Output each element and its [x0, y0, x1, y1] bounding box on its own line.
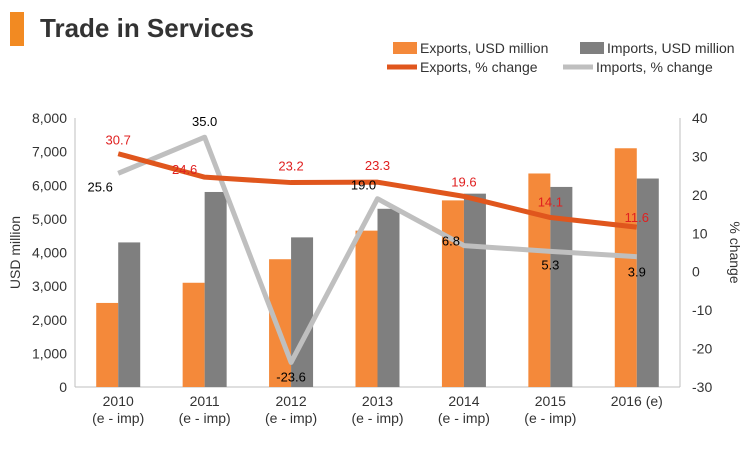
- x-tick-label: 2013: [362, 393, 393, 409]
- y2-tick-label: 40: [692, 110, 708, 126]
- y2-axis-title: % change: [727, 221, 743, 283]
- y-axis-title: USD million: [7, 216, 23, 289]
- y-tick-label: 6,000: [32, 177, 67, 193]
- imports-bar: [377, 208, 400, 387]
- bars: [96, 148, 659, 387]
- legend: Exports, USD million Imports, USD million…: [387, 40, 735, 75]
- y2-tick-label: 10: [692, 225, 708, 241]
- imports-bar: [463, 193, 486, 387]
- legend-exports-pct-label: Exports, % change: [420, 59, 538, 75]
- x-tick-label: 2010: [103, 393, 134, 409]
- axes: 0 1,000 2,000 3,000 4,000 5,000 6,000 7,000 8,00…: [7, 110, 743, 426]
- exports-bar: [182, 282, 205, 387]
- x-tick-label: 2014: [448, 393, 479, 409]
- exports-pct-label: 23.3: [365, 158, 390, 173]
- x-tick-sublabel: (e - imp): [92, 410, 144, 426]
- legend-imports-usd-label: Imports, USD million: [607, 40, 735, 56]
- y-tick-label: 2,000: [32, 312, 67, 328]
- x-tick-sublabel: (e - imp): [351, 410, 403, 426]
- exports-pct-label: 11.6: [625, 210, 649, 225]
- x-tick-label: 2011: [190, 393, 220, 409]
- exports-pct-line: [117, 151, 638, 230]
- imports-bar: [550, 186, 573, 387]
- y-tick-label: 4,000: [32, 245, 67, 261]
- y-tick-label: 7,000: [32, 144, 67, 160]
- imports-pct-label: 35.0: [192, 114, 217, 129]
- imports-pct-label: 6.8: [442, 234, 460, 249]
- y-tick-label: 3,000: [32, 278, 67, 294]
- exports-bar: [441, 200, 464, 387]
- y2-tick-label: 20: [692, 187, 708, 203]
- imports-pct-label: 5.3: [541, 257, 559, 272]
- exports-bar: [96, 302, 119, 387]
- imports-bar: [636, 178, 659, 387]
- y-tick-label: 1,000: [32, 345, 67, 361]
- y-tick-label: 5,000: [32, 211, 67, 227]
- x-tick-label: 2016 (e): [611, 393, 663, 409]
- exports-bar: [614, 148, 637, 387]
- exports-pct-label: 14.1: [538, 195, 563, 210]
- y2-tick-label: -10: [692, 302, 712, 318]
- y-tick-label: 8,000: [32, 110, 67, 126]
- data-labels: 30.7 24.6 23.2 23.3 19.6 14.1 11.6 25.6 35.0 -23.…: [88, 114, 649, 384]
- exports-bar: [269, 259, 292, 387]
- legend-exports-usd-swatch: [393, 42, 417, 54]
- exports-bar: [528, 173, 551, 387]
- y-tick-label: 0: [59, 379, 67, 395]
- imports-pct-label: 3.9: [628, 265, 646, 280]
- page-title: Trade in Services: [40, 13, 254, 43]
- exports-pct-label: 30.7: [106, 133, 131, 148]
- y2-tick-label: 0: [692, 264, 700, 280]
- x-tick-sublabel: (e - imp): [524, 410, 576, 426]
- imports-bar: [204, 191, 227, 387]
- exports-pct-label: 19.6: [451, 174, 476, 189]
- imports-bar: [291, 237, 314, 387]
- exports-pct-label: 24.6: [172, 162, 197, 177]
- legend-imports-usd-swatch: [580, 42, 604, 54]
- imports-pct-label: -23.6: [276, 369, 306, 384]
- exports-bar: [355, 230, 378, 387]
- y2-tick-label: -20: [692, 341, 712, 357]
- x-tick-sublabel: (e - imp): [438, 410, 490, 426]
- imports-pct-line: [117, 134, 637, 365]
- x-tick-sublabel: (e - imp): [179, 410, 231, 426]
- exports-pct-label: 23.2: [278, 159, 303, 174]
- x-tick-label: 2015: [535, 393, 566, 409]
- legend-exports-usd-label: Exports, USD million: [420, 40, 548, 56]
- x-tick-label: 2012: [275, 393, 306, 409]
- lines: [117, 134, 638, 365]
- y2-tick-label: -30: [692, 379, 712, 395]
- y2-tick-label: 30: [692, 148, 708, 164]
- title-accent-bar: [10, 12, 24, 46]
- x-tick-sublabel: (e - imp): [265, 410, 317, 426]
- legend-imports-pct-label: Imports, % change: [596, 59, 713, 75]
- imports-bar: [118, 242, 141, 387]
- imports-pct-label: 19.0: [351, 178, 376, 193]
- imports-pct-label: 25.6: [88, 179, 113, 194]
